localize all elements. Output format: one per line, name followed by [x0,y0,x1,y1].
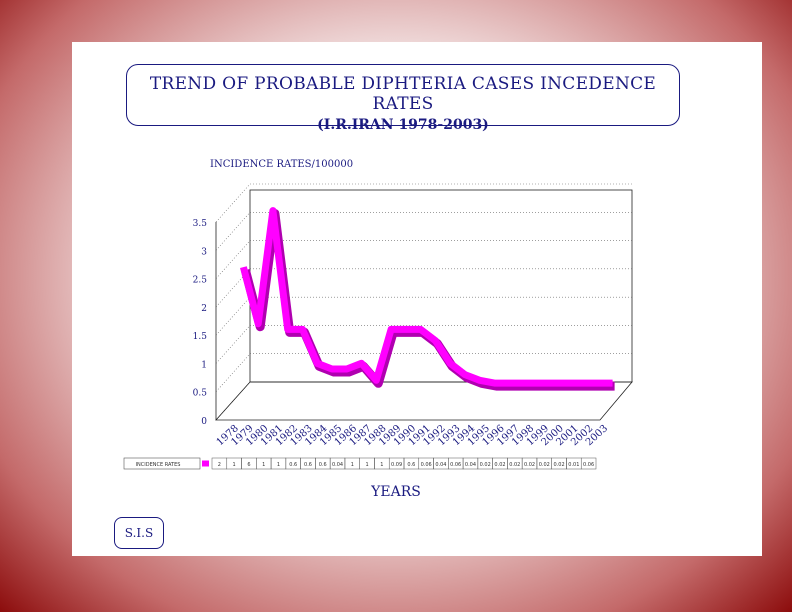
table-value: 0.02 [524,462,535,468]
y-tick-label: 2.5 [193,276,208,286]
table-value: 0.06 [583,462,594,468]
table-value: 1 [351,462,354,468]
table-value: 0.04 [435,462,446,468]
table-value: 1 [380,462,383,468]
table-value: 0.06 [421,462,432,468]
side-gridline [215,240,251,279]
y-tick-label: 0.5 [193,389,208,399]
y-tick-label: 1.5 [193,332,208,342]
table-value: 0.6 [407,462,415,468]
side-gridline [215,325,251,364]
series-layer [240,207,615,391]
slide-background [72,42,762,556]
table-value: 0.04 [465,462,476,468]
y-tick-labels: 0 0.5 1 1.5 2 2.5 3 3.5 [193,219,208,427]
y-tick-label: 1 [201,360,207,370]
y-axis-label: INCIDENCE RATES/100000 [210,159,354,170]
x-tick-labels: 1978197919801981198219831984198519861987… [215,423,611,448]
table-value: 1 [262,462,265,468]
table-value: 0.01 [568,462,579,468]
side-gridline [215,353,251,392]
chart-subtitle: (I.R.IRAN 1978-2003) [317,117,489,133]
y-tick-label: 3.5 [193,219,208,229]
table-value: 0.02 [539,462,550,468]
table-row-label: INCIDENCE RATES [136,462,181,468]
y-tick-label: 3 [201,247,207,257]
y-tick-label: 2 [201,304,207,314]
table-label-cell [123,457,201,470]
chart-title: TREND OF PROBABLE DIPHTERIA CASES INCEDE… [149,74,657,114]
table-value: 0.6 [304,462,312,468]
table-cell [580,457,597,470]
side-gridline [215,212,251,251]
table-value: 0.09 [391,462,402,468]
table-value: 0.02 [480,462,491,468]
title-box: TREND OF PROBABLE DIPHTERIA CASES INCEDE… [126,64,680,133]
legend-swatch [202,460,209,467]
table-value: 0.02 [554,462,565,468]
series-shadow [241,209,615,391]
table-value: 0.6 [319,462,327,468]
table-value: 0.06 [450,462,461,468]
table-value: 0.04 [332,462,343,468]
table-value: 0.6 [289,462,297,468]
sis-badge: S.I.S [114,517,164,549]
side-gridline [215,296,251,336]
y-tick-label: 0 [201,417,207,427]
data-table: INCIDENCE RATES 2 1 6 1 1 0.6 0.6 0.6 0.04 1 1 1 0.09… [123,457,597,470]
table-value: 6 [247,462,250,468]
x-axis-label: YEARS [371,484,421,500]
chart-floor [215,381,633,421]
table-value: 1 [233,462,236,468]
series-line [240,207,613,387]
table-value: 2 [218,462,221,468]
table-value: 0.02 [494,462,505,468]
table-value: 1 [365,462,368,468]
table-value: 1 [277,462,280,468]
table-value: 0.02 [509,462,520,468]
side-gridline [215,183,251,223]
